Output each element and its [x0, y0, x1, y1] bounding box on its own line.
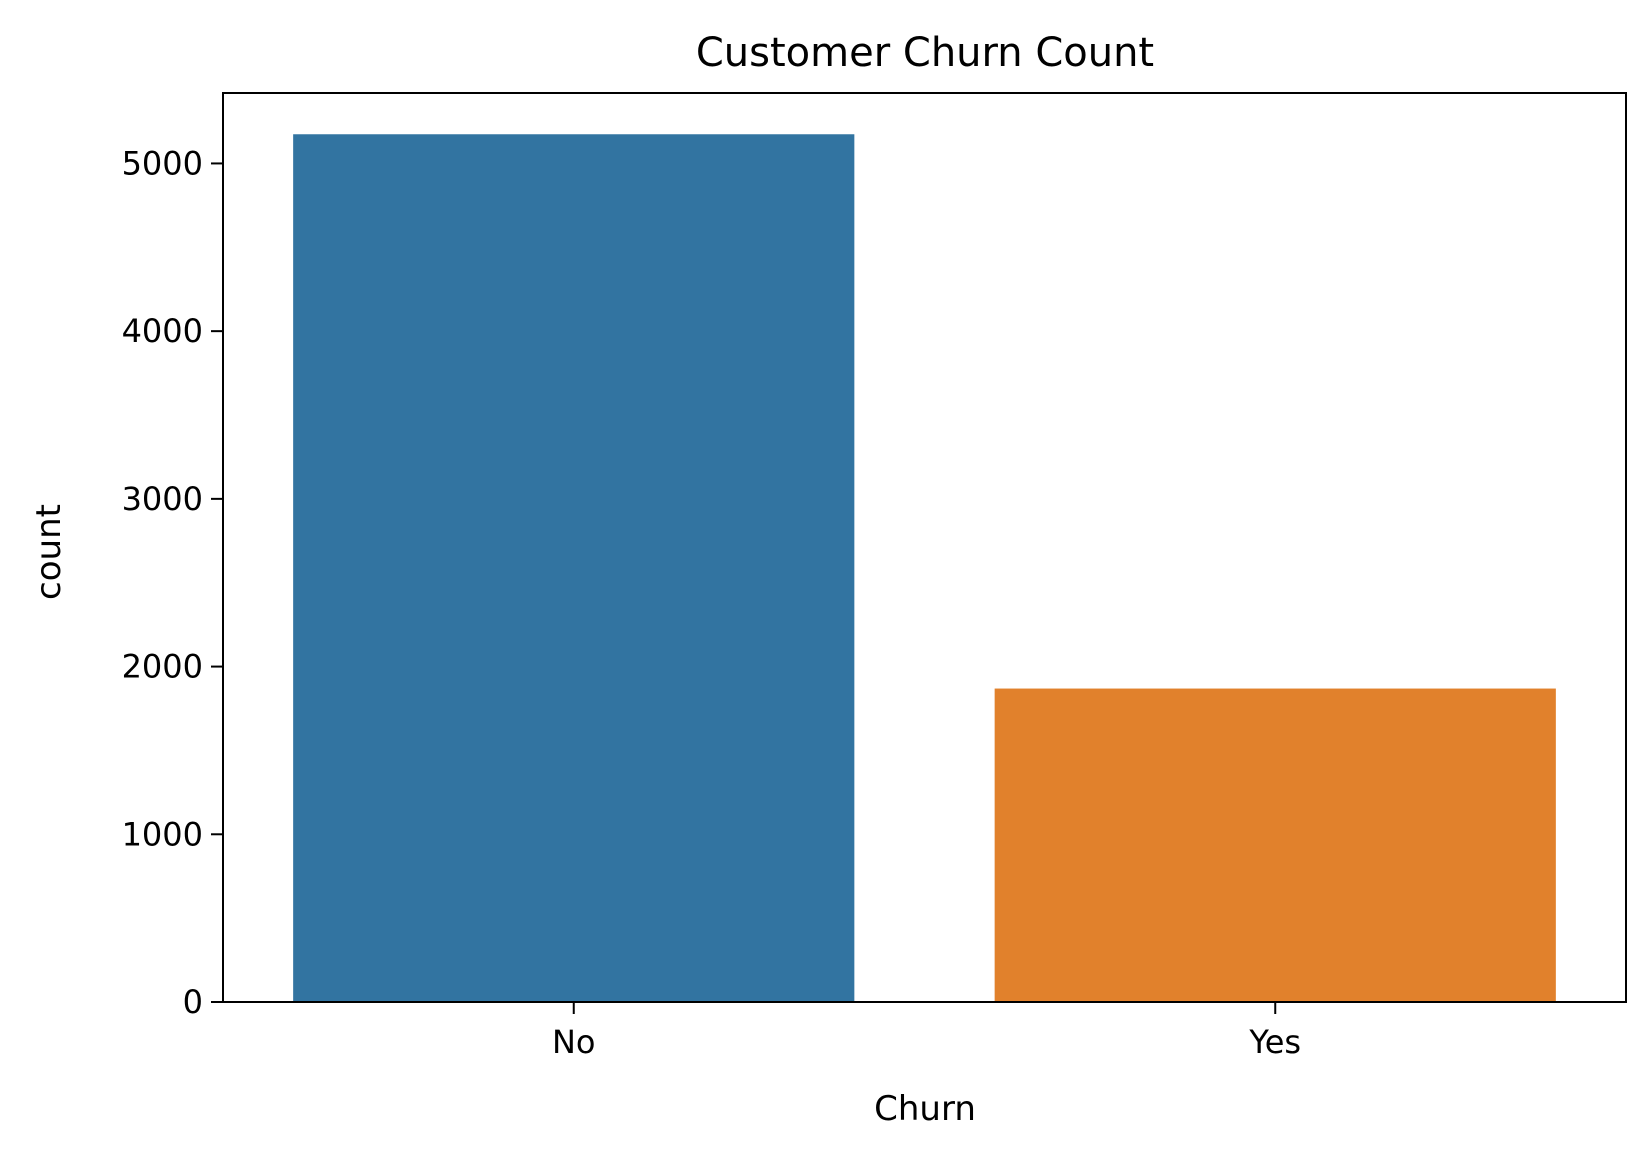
x-tick-label: Yes [1248, 1023, 1301, 1061]
y-tick-label: 4000 [122, 312, 203, 350]
y-tick-label: 5000 [122, 144, 203, 182]
y-tick-label: 3000 [122, 480, 203, 518]
y-tick-label: 2000 [122, 648, 203, 686]
y-tick-label: 1000 [122, 815, 203, 853]
x-tick-label: No [552, 1023, 596, 1061]
bar-yes [994, 688, 1556, 1002]
bars-group [293, 134, 1556, 1002]
y-axis-ticks: 0 1000 2000 3000 4000 5000 [122, 144, 223, 1021]
y-tick-label: 0 [183, 983, 203, 1021]
bar-no [293, 134, 855, 1002]
y-axis-label: count [29, 504, 69, 600]
chart-title: Customer Churn Count [696, 30, 1154, 76]
x-axis-label: Churn [874, 1089, 976, 1129]
x-axis-ticks: No Yes [552, 1002, 1301, 1061]
plot-frame [222, 92, 1627, 1003]
